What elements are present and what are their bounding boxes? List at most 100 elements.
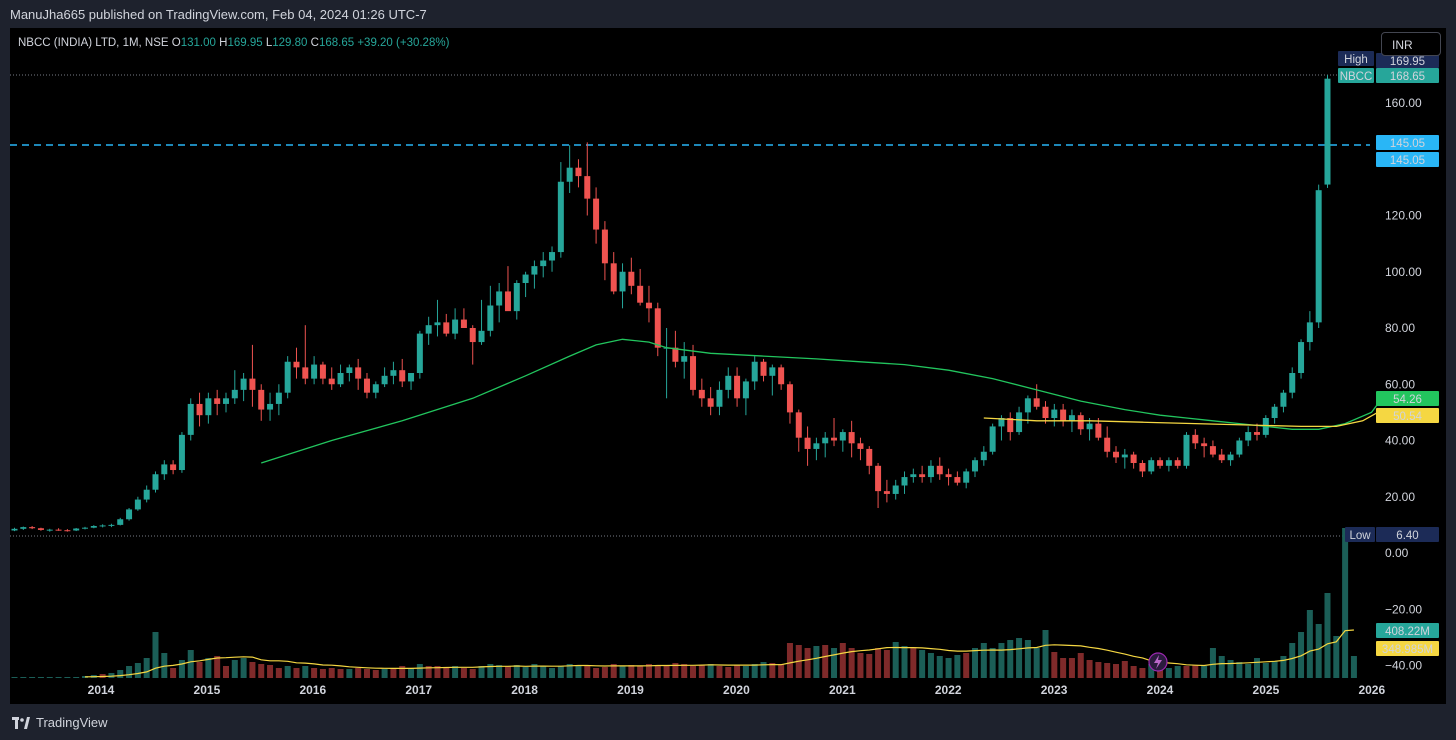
volume-bar: [919, 650, 926, 678]
volume-bar: [143, 658, 150, 678]
volume-bar: [1130, 666, 1137, 678]
candle-body: [1016, 412, 1023, 433]
volume-bar: [1218, 656, 1225, 678]
candle-body: [672, 347, 679, 362]
candle-body: [1315, 190, 1322, 323]
candle-body: [1007, 418, 1014, 433]
candle-body: [337, 373, 344, 385]
candle-body: [275, 392, 282, 404]
volume-bar: [813, 646, 820, 678]
volume-bar: [1306, 610, 1313, 678]
candle-body: [601, 229, 608, 264]
volume-bar: [275, 668, 282, 678]
volume-bar: [152, 632, 159, 678]
candle-body: [857, 443, 864, 449]
candle-body: [1086, 423, 1093, 430]
volume-bar: [1024, 640, 1031, 678]
ma-green-line: [261, 338, 1381, 464]
candle-body: [619, 271, 626, 292]
candle-body: [513, 283, 520, 312]
candle-body: [1024, 398, 1031, 413]
volume-bar: [601, 667, 608, 678]
symbol-label: NBCC: [1340, 71, 1373, 83]
candle-body: [1068, 415, 1075, 421]
tradingview-logo[interactable]: TradingView: [12, 715, 108, 730]
x-tick-label: 2019: [617, 683, 644, 697]
high-value-bg: [1376, 53, 1439, 68]
volume-bar: [284, 666, 291, 678]
x-tick-label: 2018: [511, 683, 538, 697]
volume-bar: [1086, 660, 1093, 678]
x-tick-label: 2026: [1358, 683, 1385, 697]
volume-bar: [302, 666, 309, 678]
volume-bar: [381, 669, 388, 678]
y-tick-label: −20.00: [1385, 602, 1422, 616]
candle-body: [425, 325, 432, 334]
candle-body: [919, 474, 926, 478]
symbol-label-bg: [1338, 68, 1374, 83]
candle-body: [690, 356, 697, 390]
candle-body: [1042, 406, 1049, 418]
volume-ma-line: [84, 629, 1354, 678]
volume-bar: [760, 662, 767, 678]
candle-body: [117, 519, 124, 525]
candle-body: [1148, 460, 1155, 472]
x-tick-label: 2016: [299, 683, 326, 697]
volume-bar: [1051, 652, 1058, 678]
volume-bar: [734, 665, 741, 678]
volume-bar: [663, 666, 670, 678]
volume-bar: [875, 648, 882, 678]
candle-body: [372, 384, 379, 393]
volume-bar: [1183, 666, 1190, 678]
ma-yellow-value-bg: [1376, 408, 1439, 423]
high-value: 169.95: [1390, 56, 1425, 68]
candle-body: [1298, 342, 1305, 373]
candle-body: [231, 389, 238, 399]
candle-body: [566, 167, 573, 182]
lightning-icon: [1154, 655, 1162, 669]
candle-body: [681, 356, 688, 362]
volume-bar: [690, 666, 697, 678]
price-chart[interactable]: 160.00 120.00 100.00 80.00 60.00 40.00 20.00 0.…: [10, 28, 1446, 704]
volume-bar: [240, 658, 247, 678]
volume-ma: [84, 629, 1354, 678]
candle-body: [1201, 443, 1208, 447]
candle-body: [954, 477, 961, 483]
volume-bar: [249, 662, 256, 678]
candle-body: [786, 384, 793, 413]
volume-bar: [205, 658, 212, 678]
candle-body: [778, 367, 785, 385]
volume-bar: [328, 668, 335, 678]
y-tick-label: 40.00: [1385, 434, 1415, 448]
candle-body: [822, 437, 829, 444]
volume-bar: [469, 669, 476, 678]
volume-bar: [1342, 528, 1349, 678]
candle-body: [610, 263, 617, 292]
volume-bar: [839, 643, 846, 678]
volume-bar: [927, 653, 934, 678]
candles: [11, 75, 1331, 532]
high-value: 169.95: [227, 37, 263, 49]
chart-area[interactable]: [10, 28, 1446, 704]
volume-bar: [1007, 640, 1014, 678]
volume-bar: [1350, 656, 1357, 678]
volume-bar: [37, 677, 44, 678]
candle-body: [593, 198, 600, 230]
candle-body: [99, 525, 106, 527]
candle-body: [399, 370, 406, 382]
volume-bar: [972, 648, 979, 678]
candle-body: [557, 181, 564, 253]
volume-bar: [628, 665, 635, 678]
candle-body: [37, 528, 44, 530]
volume-bar: [231, 660, 238, 678]
volume-bar: [363, 669, 370, 678]
volume-bar: [1262, 663, 1269, 678]
candle-body: [1157, 460, 1164, 466]
low-value: 129.80: [272, 37, 308, 49]
x-tick-label: 2024: [1147, 683, 1174, 697]
candle-body: [355, 367, 362, 379]
currency-button[interactable]: INR: [1381, 32, 1441, 56]
candle-body: [90, 526, 97, 528]
candle-body: [769, 367, 776, 376]
candle-body: [795, 412, 802, 438]
